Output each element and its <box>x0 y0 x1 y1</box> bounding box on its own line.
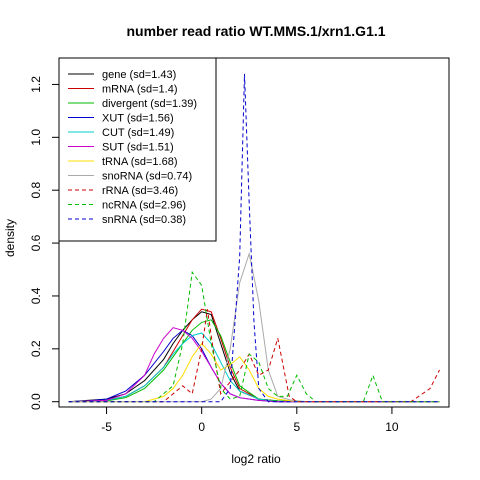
x-axis-label: log2 ratio <box>231 452 281 466</box>
series-line-1 <box>68 308 440 403</box>
x-tick-label: 0 <box>198 420 205 434</box>
legend: gene (sd=1.43) mRNA (sd=1.4) divergent (sd… <box>58 57 217 242</box>
y-axis-label: density <box>3 219 17 257</box>
legend-label: tRNA (sd=1.68) <box>102 156 178 168</box>
y-tick-label: 0.4 <box>29 287 43 304</box>
y-tick-label: 0.2 <box>29 340 43 357</box>
series-line-7 <box>68 251 440 403</box>
x-tick-label: 10 <box>385 420 399 434</box>
series-line-3 <box>68 329 440 403</box>
series-line-9 <box>68 270 440 403</box>
y-tick-label: 0.8 <box>29 182 43 199</box>
y-tick-label: 0.6 <box>29 234 43 251</box>
y-tick-label: 1.0 <box>29 129 43 146</box>
y-tick-label: 0.0 <box>29 393 43 410</box>
legend-label: rRNA (sd=3.46) <box>102 185 178 197</box>
series-line-5 <box>68 327 440 403</box>
chart-title: number read ratio WT.MMS.1/xrn1.G1.1 <box>126 23 385 39</box>
x-tick-label: 5 <box>293 420 300 434</box>
series-line-4 <box>68 332 440 403</box>
legend-label: SUT (sd=1.51) <box>102 142 174 154</box>
x-axis: -5 0 5 10 <box>101 407 399 434</box>
legend-label: snRNA (sd=0.38) <box>102 214 186 226</box>
series-line-8 <box>68 309 440 403</box>
y-tick-label: 1.2 <box>29 76 43 93</box>
series-line-10 <box>68 73 440 403</box>
legend-label: mRNA (sd=1.4) <box>102 84 178 96</box>
y-axis: 0.0 0.2 0.4 0.6 0.8 1.0 1.2 <box>29 76 59 410</box>
series-line-6 <box>68 342 440 403</box>
legend-label: XUT (sd=1.56) <box>102 113 174 125</box>
x-tick-label: -5 <box>101 420 112 434</box>
series-layer <box>68 73 440 403</box>
legend-label: ncRNA (sd=2.96) <box>102 200 186 212</box>
legend-label: CUT (sd=1.49) <box>102 127 174 139</box>
legend-label: divergent (sd=1.39) <box>102 98 197 110</box>
legend-label: gene (sd=1.43) <box>102 69 176 81</box>
legend-label: snoRNA (sd=0.74) <box>102 171 192 183</box>
series-line-2 <box>68 319 440 403</box>
